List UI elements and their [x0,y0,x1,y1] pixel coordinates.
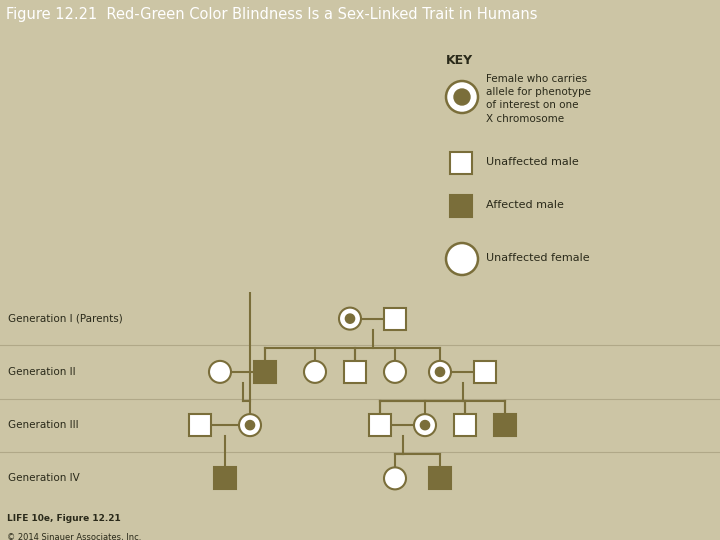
Text: Unaffected female: Unaffected female [486,253,590,263]
Text: Generation III: Generation III [8,420,78,430]
Bar [429,468,451,489]
Text: Female who carries
allele for phenotype
of interest on one
X chromosome: Female who carries allele for phenotype … [486,74,591,124]
Circle shape [429,361,451,383]
Circle shape [454,89,470,105]
Bar [474,361,496,383]
Circle shape [339,308,361,329]
Circle shape [304,361,326,383]
Circle shape [346,314,355,323]
Circle shape [239,414,261,436]
Text: Generation IV: Generation IV [8,474,80,483]
Circle shape [436,367,445,376]
Circle shape [420,421,430,430]
Bar [454,414,476,436]
Bar [494,414,516,436]
Text: Unaffected male: Unaffected male [486,157,579,167]
Bar [344,361,366,383]
Bar [189,414,211,436]
Bar [254,361,276,383]
Circle shape [446,243,478,275]
Bar [450,195,472,217]
Circle shape [414,414,436,436]
Text: Figure 12.21  Red-Green Color Blindness Is a Sex-Linked Trait in Humans: Figure 12.21 Red-Green Color Blindness I… [6,8,537,23]
Bar [369,414,391,436]
Text: Generation I (Parents): Generation I (Parents) [8,314,122,323]
Circle shape [446,81,478,113]
Circle shape [246,421,255,430]
Circle shape [384,468,406,489]
Bar [214,468,236,489]
Circle shape [384,361,406,383]
Text: LIFE 10e, Figure 12.21: LIFE 10e, Figure 12.21 [7,514,121,523]
Text: KEY: KEY [446,54,473,67]
Text: Affected male: Affected male [486,200,564,210]
Bar [384,308,406,329]
Text: © 2014 Sinauer Associates, Inc.: © 2014 Sinauer Associates, Inc. [7,533,142,540]
Circle shape [209,361,231,383]
Bar [450,152,472,174]
Text: Generation II: Generation II [8,367,76,377]
